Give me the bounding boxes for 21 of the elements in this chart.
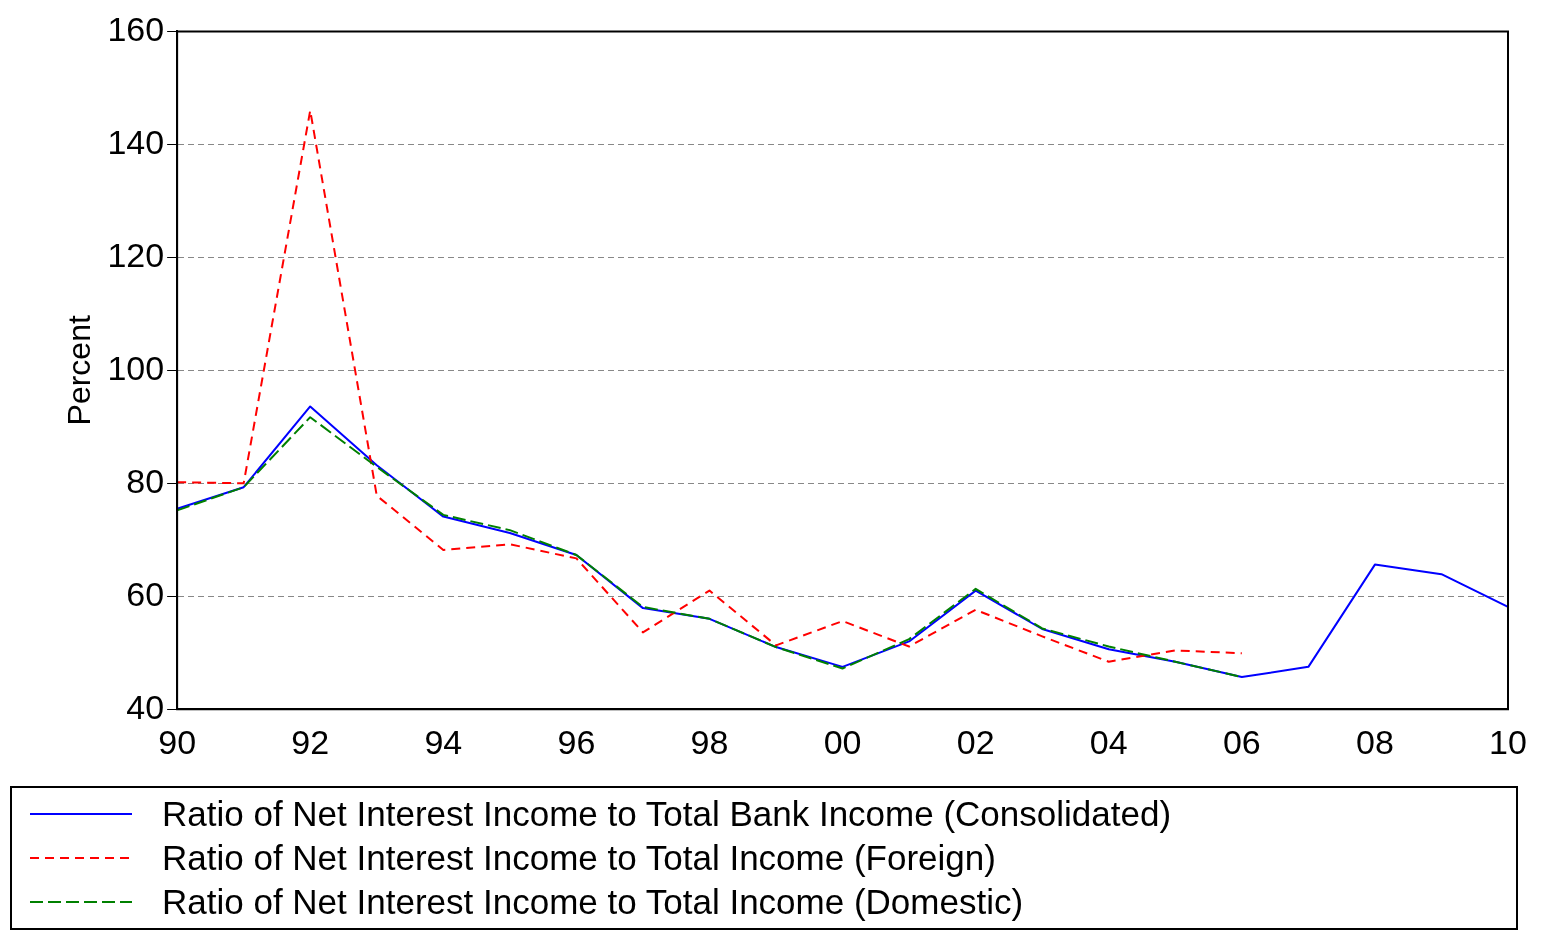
y-tick-label: 140 — [107, 122, 165, 161]
x-tick-label: 04 — [1089, 722, 1128, 761]
x-tick-label: 06 — [1222, 722, 1261, 761]
x-tick-label: 98 — [690, 722, 729, 761]
line-series — [176, 109, 1243, 663]
x-tick-label: 96 — [557, 722, 596, 761]
y-tick-label: 160 — [107, 9, 165, 48]
x-tick-label: 02 — [956, 722, 995, 761]
x-tick-label: 00 — [823, 722, 862, 761]
x-tick-label: 94 — [424, 722, 463, 761]
y-tick-label: 60 — [126, 574, 165, 613]
y-tick-label: 120 — [107, 235, 165, 274]
y-tick-label: 100 — [107, 348, 165, 387]
legend-label: Ratio of Net Interest Income to Total Bank Income (Consolidated) — [162, 793, 1172, 835]
legend-label: Ratio of Net Interest Income to Total Income (Domestic) — [162, 881, 1024, 923]
x-tick-label: 08 — [1356, 722, 1394, 761]
y-tick-label: 80 — [126, 461, 165, 500]
x-tick-label: 10 — [1489, 722, 1527, 761]
x-tick-label: 92 — [291, 722, 330, 761]
y-axis-title: Percent — [61, 315, 98, 426]
legend-label: Ratio of Net Interest Income to Total Income (Foreign) — [162, 837, 996, 879]
